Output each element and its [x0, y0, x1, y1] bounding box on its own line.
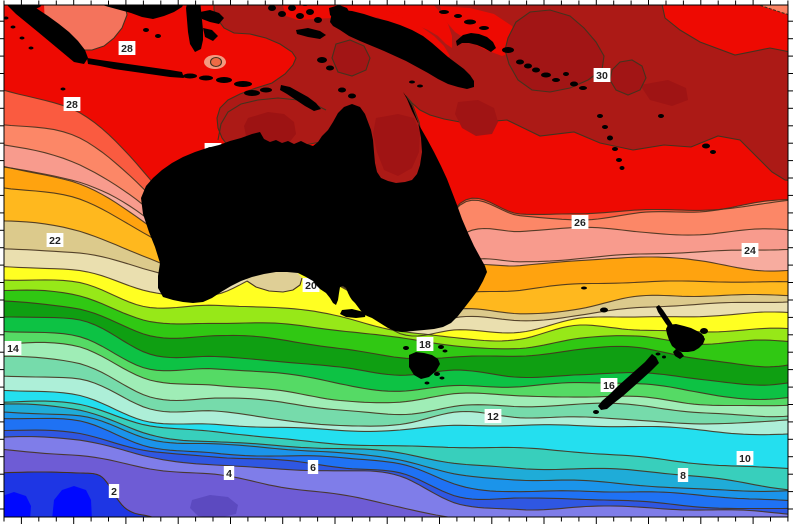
svg-text:10: 10 — [739, 453, 751, 465]
svg-text:6: 6 — [310, 462, 316, 474]
svg-text:28: 28 — [66, 99, 78, 111]
svg-text:14: 14 — [7, 343, 19, 355]
svg-text:24: 24 — [744, 245, 756, 257]
svg-text:12: 12 — [487, 411, 499, 423]
svg-text:28: 28 — [121, 43, 133, 55]
svg-text:18: 18 — [419, 339, 431, 351]
svg-text:26: 26 — [574, 217, 586, 229]
svg-text:30: 30 — [596, 70, 608, 82]
svg-text:20: 20 — [305, 280, 317, 292]
svg-text:4: 4 — [226, 468, 232, 480]
svg-text:8: 8 — [680, 470, 686, 482]
svg-text:16: 16 — [603, 380, 615, 392]
svg-text:22: 22 — [49, 235, 61, 247]
svg-text:2: 2 — [111, 486, 117, 498]
